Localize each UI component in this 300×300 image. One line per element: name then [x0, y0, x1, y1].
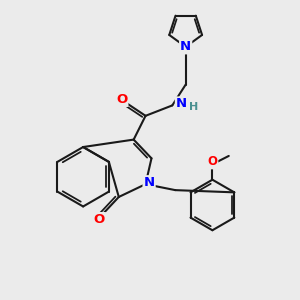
Text: O: O [94, 213, 105, 226]
Text: O: O [207, 155, 218, 168]
Text: H: H [189, 102, 198, 112]
Text: N: N [180, 40, 191, 53]
Text: O: O [116, 93, 128, 106]
Text: N: N [143, 176, 155, 189]
Text: N: N [176, 98, 187, 110]
